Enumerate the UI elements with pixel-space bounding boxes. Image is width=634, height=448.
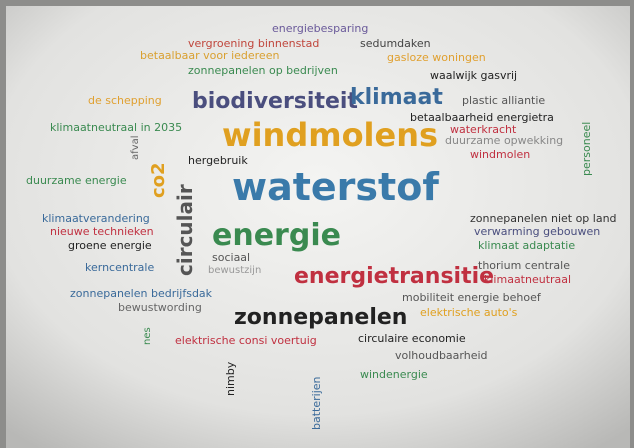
word: duurzame opwekking xyxy=(445,134,563,147)
word: klimaatneutraal in 2035 xyxy=(50,121,182,134)
word: windmolen xyxy=(470,148,530,161)
word: zonnepanelen op bedrijven xyxy=(188,64,338,77)
word: elektrische auto's xyxy=(420,306,518,319)
word: kerncentrale xyxy=(85,261,154,274)
word: biodiversiteit xyxy=(192,89,358,114)
word: klimaatverandering xyxy=(42,212,150,225)
word: waterstof xyxy=(232,165,439,209)
word: nieuwe technieken xyxy=(50,225,154,238)
word: zonnepanelen bedrijfsdak xyxy=(70,287,213,300)
word: bewustzijn xyxy=(208,265,261,276)
word: gasloze woningen xyxy=(387,51,486,64)
word: windmolens xyxy=(222,116,438,154)
word: batterijen xyxy=(310,376,323,430)
page: {"words": [ {"text": "energiebesparing",… xyxy=(0,0,634,448)
photo: energiebesparingvergroening binnenstadse… xyxy=(0,0,634,448)
word: klimaat xyxy=(350,85,443,110)
word: waalwijk gasvrij xyxy=(430,69,517,82)
word: mobiliteit energie behoef xyxy=(402,291,542,304)
word: windenergie xyxy=(360,368,428,381)
word: nes xyxy=(142,327,153,345)
word: co2 xyxy=(148,162,169,198)
word: energiebesparing xyxy=(272,22,368,35)
word: duurzame energie xyxy=(26,174,127,187)
word: elektrische consi voertuig xyxy=(175,334,317,347)
word: energietransitie xyxy=(294,264,494,289)
word: betaalbaar voor iedereen xyxy=(140,49,279,62)
word: klimaat adaptatie xyxy=(478,239,575,252)
word: sedumdaken xyxy=(360,37,431,50)
word: de schepping xyxy=(88,94,162,107)
word: klimaatneutraal xyxy=(484,273,571,286)
word: groene energie xyxy=(68,239,152,252)
word: energie xyxy=(212,218,341,253)
word: volhoudbaarheid xyxy=(395,349,488,362)
word: bewustwording xyxy=(118,301,202,314)
word: zonnepanelen niet op land xyxy=(470,212,617,225)
word: thorium centrale xyxy=(478,259,570,272)
word: sociaal xyxy=(212,251,250,264)
word: afval xyxy=(130,136,141,160)
word: zonnepanelen xyxy=(234,305,407,330)
word: personeel xyxy=(580,122,593,176)
word: circulair xyxy=(173,184,197,276)
word: circulaire economie xyxy=(358,332,466,345)
word: plastic alliantie xyxy=(462,94,545,107)
word: nimby xyxy=(224,361,237,396)
word: verwarming gebouwen xyxy=(474,225,600,238)
